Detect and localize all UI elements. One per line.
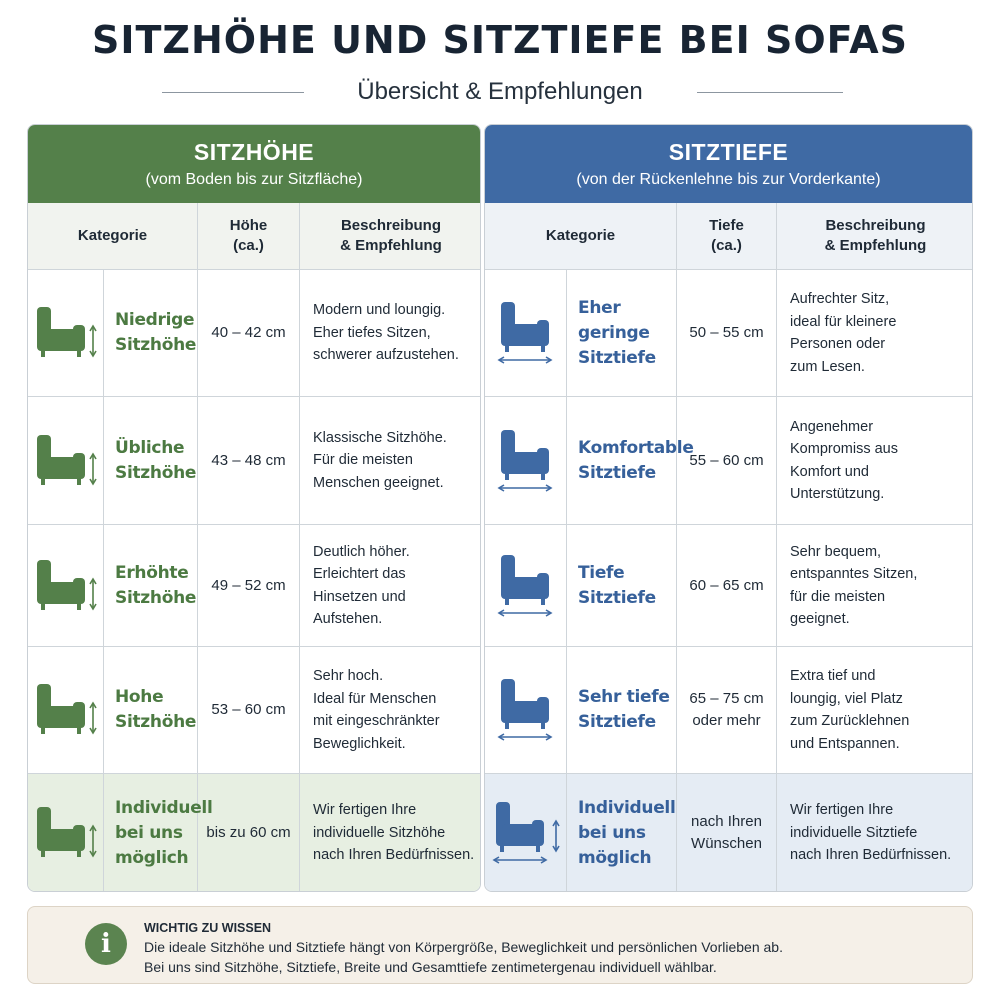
description-text: Extra tief und loungig, viel Platz zum Z… xyxy=(790,668,910,752)
value-label: 43 – 48 cm xyxy=(211,451,286,469)
sitztiefe-header-row: Kategorie Tiefe (ca.) Beschreibung & Empfe… xyxy=(485,203,972,270)
column-header-value: Höhe (ca.) xyxy=(229,217,268,254)
category-label: Niedrige Sitzhöhe xyxy=(115,310,197,355)
table-row: Hohe Sitzhöhe 53 – 60 cm Sehr hoch. Ideal … xyxy=(28,647,480,774)
sofa-chair-depth-height-icon xyxy=(485,774,566,891)
sofa-chair-height-icon xyxy=(28,525,103,646)
sofa-chair-height-icon xyxy=(28,647,103,773)
category-label: Tiefe Sitztiefe xyxy=(578,562,656,608)
column-header-description: Beschreibung & Empfehlung xyxy=(824,217,927,254)
sitztiefe-subtitle: (von der Rückenlehne bis zur Vorderkante… xyxy=(576,171,881,188)
sitztiefe-panel: SITZTIEFE (von der Rückenlehne bis zur V… xyxy=(484,124,973,892)
subtitle-divider-right xyxy=(697,92,843,93)
sofa-chair-depth-icon xyxy=(485,397,566,524)
sofa-chair-depth-icon xyxy=(485,525,566,646)
page-title: SITZHÖHE UND SITZTIEFE BEI SOFAS xyxy=(92,18,908,62)
sofa-chair-depth-icon xyxy=(485,270,566,396)
value-label: 65 – 75 cm oder mehr xyxy=(689,690,764,729)
description-text: Aufrechter Sitz, ideal für kleinere Pers… xyxy=(790,291,897,375)
sitztiefe-title: SITZTIEFE xyxy=(668,139,789,165)
table-row: Eher geringe Sitztiefe 50 – 55 cm Aufrecht… xyxy=(485,270,972,397)
value-label: 50 – 55 cm xyxy=(689,324,764,341)
value-label: 60 – 65 cm xyxy=(689,576,764,594)
category-label: Hohe Sitzhöhe xyxy=(115,687,197,732)
description-text: Deutlich höher. Erleichtert das Hinsetze… xyxy=(313,543,410,628)
sitzhoehe-subtitle: (vom Boden bis zur Sitzfläche) xyxy=(145,171,363,188)
info-box: i WICHTIG ZU WISSEN Die ideale Sitzhöhe … xyxy=(27,906,973,984)
info-title: WICHTIG ZU WISSEN xyxy=(144,921,272,935)
table-row: Niedrige Sitzhöhe 40 – 42 cm Modern und lo… xyxy=(28,270,480,397)
description-text: Modern und loungig. Eher tiefes Sitzen, … xyxy=(313,302,459,364)
value-label: 53 – 60 cm xyxy=(211,701,286,718)
value-label: 55 – 60 cm xyxy=(689,451,764,469)
description-text: Sehr hoch. Ideal für Menschen mit einges… xyxy=(313,668,440,752)
sitzhoehe-table: Kategorie Höhe (ca.) Beschreibung & Empfeh… xyxy=(28,203,480,891)
value-label: bis zu 60 cm xyxy=(206,824,291,841)
subtitle-row: Übersicht & Empfehlungen xyxy=(0,78,1000,108)
description-text: Angenehmer Kompromiss aus Komfort und Un… xyxy=(790,418,898,503)
table-row: Individuell bei uns möglich nach Ihren Wü… xyxy=(485,774,972,891)
column-header-description: Beschreibung & Empfehlung xyxy=(340,217,442,254)
sofa-chair-height-icon xyxy=(28,774,103,891)
table-row: Individuell bei uns möglich bis zu 60 cm W… xyxy=(28,774,480,891)
sitzhoehe-header-row: Kategorie Höhe (ca.) Beschreibung & Empfeh… xyxy=(28,203,480,270)
category-label: Eher geringe Sitztiefe xyxy=(578,297,656,368)
sofa-chair-height-icon xyxy=(28,397,103,524)
table-row: Übliche Sitzhöhe 43 – 48 cm Klassische Sit… xyxy=(28,397,480,525)
description-text: Sehr bequem, entspanntes Sitzen, für die… xyxy=(790,543,918,628)
description-text: Wir fertigen Ihre individuelle Sitzhöhe … xyxy=(313,802,475,864)
category-label: Übliche Sitzhöhe xyxy=(115,437,197,483)
category-label: Individuell bei uns möglich xyxy=(578,797,676,868)
table-row: Tiefe Sitztiefe 60 – 65 cm Sehr bequem, en… xyxy=(485,525,972,647)
category-label: Erhöhte Sitzhöhe xyxy=(115,562,197,608)
info-text-line-1: Die ideale Sitzhöhe und Sitztiefe hängt … xyxy=(144,939,783,955)
category-label: Komfortable Sitztiefe xyxy=(578,437,694,483)
value-label: nach Ihren Wünschen xyxy=(691,813,762,852)
sitzhoehe-header: SITZHÖHE (vom Boden bis zur Sitzfläche) xyxy=(28,125,480,203)
sitztiefe-header: SITZTIEFE (von der Rückenlehne bis zur V… xyxy=(485,125,972,203)
description-text: Wir fertigen Ihre individuelle Sitztiefe… xyxy=(790,802,952,864)
table-row: Sehr tiefe Sitztiefe 65 – 75 cm oder mehr… xyxy=(485,647,972,774)
info-text-line-2: Bei uns sind Sitzhöhe, Sitztiefe, Breite… xyxy=(144,959,717,975)
sofa-chair-height-icon xyxy=(28,270,103,396)
table-row: Komfortable Sitztiefe 55 – 60 cm Angenehme… xyxy=(485,397,972,525)
category-label: Sehr tiefe Sitztiefe xyxy=(578,687,670,732)
table-row: Erhöhte Sitzhöhe 49 – 52 cm Deutlich höher… xyxy=(28,525,480,647)
sitzhoehe-title: SITZHÖHE xyxy=(193,139,315,165)
description-text: Klassische Sitzhöhe. Für die meisten Men… xyxy=(313,429,447,491)
category-label: Individuell bei uns möglich xyxy=(115,797,213,868)
sofa-chair-depth-icon xyxy=(485,647,566,773)
info-icon: i xyxy=(85,923,127,965)
column-header-category: Kategorie xyxy=(77,227,148,244)
page-subtitle: Übersicht & Empfehlungen xyxy=(357,78,643,105)
subtitle-divider-left xyxy=(162,92,304,93)
column-header-value: Tiefe (ca.) xyxy=(709,217,744,254)
sitztiefe-table: Kategorie Tiefe (ca.) Beschreibung & Empfe… xyxy=(485,203,972,891)
value-label: 49 – 52 cm xyxy=(211,576,286,594)
column-header-category: Kategorie xyxy=(545,227,616,244)
value-label: 40 – 42 cm xyxy=(211,324,286,341)
sitzhoehe-panel: SITZHÖHE (vom Boden bis zur Sitzfläche) … xyxy=(27,124,481,892)
